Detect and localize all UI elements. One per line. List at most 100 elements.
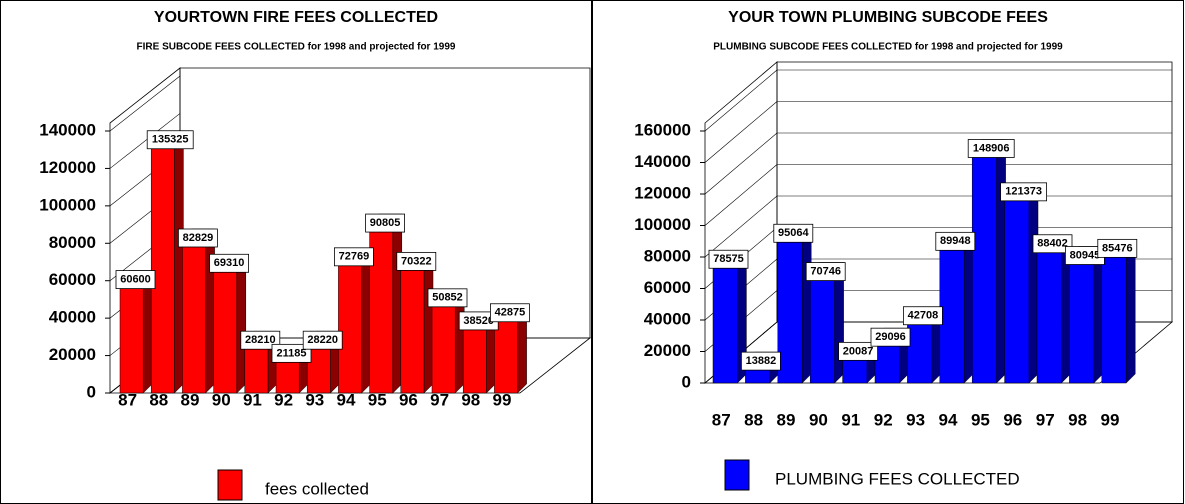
bar	[431, 297, 456, 394]
value-label: 78575	[713, 253, 744, 265]
value-label: 69310	[214, 257, 245, 269]
bar	[939, 241, 965, 384]
x-tick-label: 94	[939, 410, 958, 429]
bar	[971, 148, 997, 384]
x-tick-label: 95	[971, 410, 990, 429]
value-label: 72769	[339, 251, 370, 263]
bar-side	[1125, 238, 1136, 384]
y-tick-label: 20000	[49, 345, 96, 364]
x-tick-label: 99	[1101, 410, 1120, 429]
x-tick-label: 93	[305, 390, 324, 409]
value-label-box	[333, 247, 374, 267]
y-tick-label: 60000	[49, 270, 96, 289]
x-tick-label: 87	[712, 410, 731, 429]
value-label-box	[396, 251, 437, 271]
bar	[150, 139, 175, 394]
bar	[213, 263, 238, 394]
x-tick-label: 89	[181, 390, 200, 409]
y-tick-label: 80000	[49, 233, 96, 252]
bar	[182, 237, 206, 394]
bar	[1069, 255, 1095, 384]
y-tick-label: 120000	[39, 158, 96, 177]
value-label: 13882	[746, 355, 777, 367]
value-label-box	[146, 130, 194, 150]
bar	[1101, 248, 1127, 384]
value-label-box	[302, 330, 343, 350]
value-label-box	[741, 351, 781, 371]
y-tick-label: 80000	[644, 246, 691, 265]
x-tick-label: 99	[493, 390, 512, 409]
legend-label: fees collected	[265, 479, 369, 498]
value-label: 148906	[973, 142, 1010, 154]
bar	[907, 315, 933, 384]
y-tick-label: 100000	[634, 215, 691, 234]
side-grid	[704, 69, 778, 132]
value-label: 21185	[277, 347, 307, 359]
value-label: 82829	[183, 232, 214, 244]
bar	[462, 320, 487, 394]
legend-label: PLUMBING FEES COLLECTED	[775, 469, 1020, 488]
value-label-box	[427, 288, 468, 308]
x-tick-label: 89	[777, 410, 796, 429]
value-label: 135325	[152, 134, 189, 146]
value-label: 42708	[908, 310, 939, 322]
side-grid	[704, 101, 778, 163]
chart-title: YOUR TOWN PLUMBING SUBCODE FEES	[728, 9, 1048, 26]
x-tick-label: 98	[1068, 410, 1087, 429]
value-label: 88402	[1037, 238, 1068, 250]
bar-side	[205, 228, 215, 394]
side-grid	[109, 113, 181, 169]
y-tick-label: 40000	[644, 309, 691, 328]
y-tick-label: 20000	[644, 341, 691, 360]
bar-side	[1093, 245, 1104, 384]
value-label: 60600	[120, 273, 151, 285]
value-label-box	[177, 228, 218, 248]
bar	[809, 271, 835, 384]
bar-side	[963, 231, 974, 384]
side-grid	[704, 195, 778, 258]
value-label: 70322	[401, 255, 432, 267]
x-tick-label: 91	[243, 390, 262, 409]
chart-title: YOURTOWN FIRE FEES COLLECTED	[154, 9, 438, 26]
y-tick-label: 140000	[634, 152, 691, 171]
value-label-box	[209, 253, 250, 273]
x-tick-label: 98	[461, 390, 480, 409]
bar	[338, 256, 362, 394]
bar	[712, 258, 738, 384]
value-label: 80945	[1070, 249, 1101, 261]
bar-side	[996, 138, 1006, 384]
y-tick-label: 40000	[49, 308, 96, 327]
x-tick-label: 97	[430, 390, 449, 409]
y-tick-label: 0	[87, 382, 96, 401]
x-tick-label: 94	[337, 390, 356, 409]
chart-subtitle: PLUMBING SUBCODE FEES COLLECTED for 1998…	[713, 42, 1063, 53]
value-label-box	[935, 231, 976, 251]
x-tick-label: 90	[809, 410, 828, 429]
y-tick-label: 100000	[39, 195, 96, 214]
value-label-box	[1000, 182, 1047, 202]
value-label: 50852	[432, 292, 463, 304]
x-tick-label: 88	[744, 410, 763, 429]
value-label-box	[838, 341, 878, 361]
x-tick-label: 93	[906, 410, 925, 429]
x-tick-label: 90	[212, 390, 231, 409]
value-label-box	[773, 223, 814, 243]
y-tick-label: 0	[682, 372, 691, 391]
value-label: 85476	[1102, 242, 1133, 254]
value-label-box	[1097, 238, 1138, 258]
bar-side	[392, 213, 403, 394]
value-label-box	[489, 303, 530, 323]
value-label-box	[805, 262, 846, 281]
value-label: 28210	[245, 334, 276, 346]
y-tick-label: 140000	[39, 120, 96, 139]
bar	[1036, 243, 1062, 384]
value-label-box	[271, 343, 312, 363]
value-label: 29096	[875, 331, 906, 343]
legend-swatch	[217, 469, 243, 501]
value-label-box	[708, 249, 749, 269]
value-label: 38520	[463, 315, 494, 327]
value-label: 42875	[495, 307, 526, 319]
x-tick-label: 92	[274, 390, 293, 409]
value-label: 121373	[1005, 186, 1042, 198]
